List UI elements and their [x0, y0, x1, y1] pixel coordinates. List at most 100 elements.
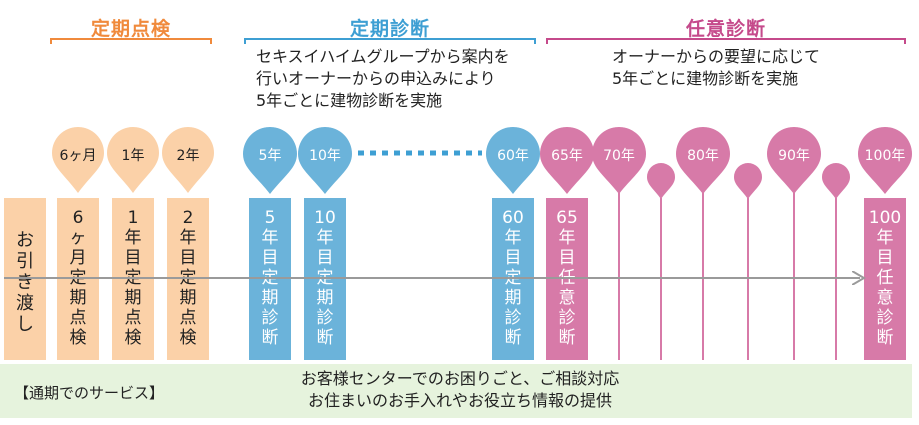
stem-90y	[793, 192, 795, 360]
desc-optional-diagnosis: オーナーからの要望に応じて 5年ごとに建物診断を実施	[612, 46, 820, 90]
box-char: 目	[124, 248, 142, 268]
box-char: 任	[876, 268, 894, 288]
box-6m-inspection: 6 ヶ 月 定 期 点 検	[57, 198, 99, 360]
timeline-arrow-line	[4, 277, 860, 279]
box-1y-inspection: 1 年 目 定 期 点 検	[112, 198, 154, 360]
title-periodic-inspection: 定期点検	[90, 18, 171, 40]
service-line-1: お客様センターでのお困りごと、ご相談対応	[300, 369, 620, 388]
stem-95y	[835, 198, 837, 360]
box-char: 診	[261, 308, 279, 328]
pin-10y-shape	[298, 127, 352, 194]
box-char: 検	[179, 328, 197, 348]
pin-label-90y: 90年	[778, 148, 810, 164]
box-65y-diagnosis: 65 年 目 任 意 診 断	[546, 198, 588, 360]
pin-65y-shape	[540, 127, 594, 194]
box-char: 目	[876, 248, 894, 268]
box-char: 5	[264, 208, 276, 228]
box-char: 2	[182, 208, 194, 228]
box-char: 10	[314, 208, 336, 228]
box-handover: お 引 き 渡 し	[4, 198, 46, 360]
box-char: 期	[261, 288, 279, 308]
service-line-2: お住まいのお手入れやお役立ち情報の提供	[307, 391, 612, 410]
box-char: 年	[876, 228, 894, 248]
pin-70y-shape	[592, 127, 646, 194]
box-char: 意	[876, 288, 894, 308]
box-char: 診	[558, 308, 576, 328]
title-periodic-diagnosis: 定期診断	[349, 18, 430, 40]
box-char: 年	[261, 228, 279, 248]
desc-line: セキスイハイムグループから案内を	[256, 47, 510, 66]
box-char: 点	[179, 308, 197, 328]
pin-100y-shape	[858, 127, 912, 194]
box-char: 期	[124, 288, 142, 308]
pin-6m-shape	[52, 127, 104, 193]
box-char: 断	[504, 328, 522, 348]
box-char: 年	[316, 228, 334, 248]
box-char: 目	[504, 248, 522, 268]
desc-periodic-diagnosis: セキスイハイムグループから案内を 行いオーナーからの申込みにより 5年ごとに建物…	[256, 46, 510, 112]
desc-line: 行いオーナーからの申込みにより	[256, 69, 496, 88]
pin-label-100y: 100年	[864, 148, 906, 164]
box-char: 意	[558, 288, 576, 308]
pin-label-60y: 60年	[497, 148, 529, 164]
box-char: 断	[261, 328, 279, 348]
pin-2y-shape	[162, 127, 214, 193]
box-char: 検	[69, 328, 87, 348]
box-100y-diagnosis: 100 年 目 任 意 診 断	[864, 198, 906, 360]
pin-small-95-shape	[822, 163, 850, 199]
box-char: 65	[556, 208, 578, 228]
stem-80y	[702, 192, 704, 360]
box-char: 診	[316, 308, 334, 328]
title-optional-diagnosis: 任意診断	[685, 18, 766, 40]
box-char: 渡	[16, 293, 34, 314]
pin-label-2y: 2年	[176, 148, 200, 164]
timeline-arrow-head	[852, 271, 866, 285]
box-char: 診	[876, 308, 894, 328]
box-char: 期	[504, 288, 522, 308]
box-char: 期	[316, 288, 334, 308]
pin-60y-shape	[486, 127, 540, 194]
box-char: 目	[179, 248, 197, 268]
pin-small-75-shape	[647, 163, 675, 199]
pin-label-5y: 5年	[258, 148, 282, 164]
box-char: 期	[69, 288, 87, 308]
box-char: 断	[876, 328, 894, 348]
box-char: 診	[504, 308, 522, 328]
pin-label-65y: 65年	[551, 148, 583, 164]
stem-70y	[618, 192, 620, 360]
box-char: 引	[16, 251, 34, 272]
pin-label-80y: 80年	[687, 148, 719, 164]
box-char: 期	[179, 288, 197, 308]
service-text: お客様センターでのお困りごと、ご相談対応 お住まいのお手入れやお役立ち情報の提供	[260, 368, 660, 412]
box-char: 断	[316, 328, 334, 348]
pin-label-6m: 6ヶ月	[59, 148, 97, 164]
pin-label-1y: 1年	[121, 148, 145, 164]
box-char: 検	[124, 328, 142, 348]
bracket-periodic-diagnosis	[244, 38, 536, 44]
service-label: 【通期でのサービス】	[14, 384, 165, 402]
pin-label-10y: 10年	[309, 148, 341, 164]
box-60y-diagnosis: 60 年 目 定 期 診 断	[492, 198, 534, 360]
stem-75y	[660, 198, 662, 360]
box-10y-diagnosis: 10 年 目 定 期 診 断	[304, 198, 346, 360]
box-2y-inspection: 2 年 目 定 期 点 検	[167, 198, 209, 360]
bracket-optional-diagnosis	[546, 38, 906, 44]
desc-line: オーナーからの要望に応じて	[612, 47, 821, 66]
pin-label-70y: 70年	[603, 148, 635, 164]
box-char: 年	[179, 228, 197, 248]
pin-5y-shape	[243, 127, 297, 194]
box-5y-diagnosis: 5 年 目 定 期 診 断	[249, 198, 291, 360]
box-char: 1	[127, 208, 139, 228]
box-char: 点	[124, 308, 142, 328]
box-char: 点	[69, 308, 87, 328]
box-char: し	[16, 314, 34, 335]
box-char: お	[16, 230, 34, 251]
pin-small-85-shape	[734, 163, 762, 199]
pin-1y-shape	[107, 127, 159, 193]
stem-85y	[747, 198, 749, 360]
box-char: 6	[72, 208, 84, 228]
service-band	[0, 364, 912, 418]
box-char: 年	[504, 228, 522, 248]
pin-80y-shape	[676, 127, 730, 194]
